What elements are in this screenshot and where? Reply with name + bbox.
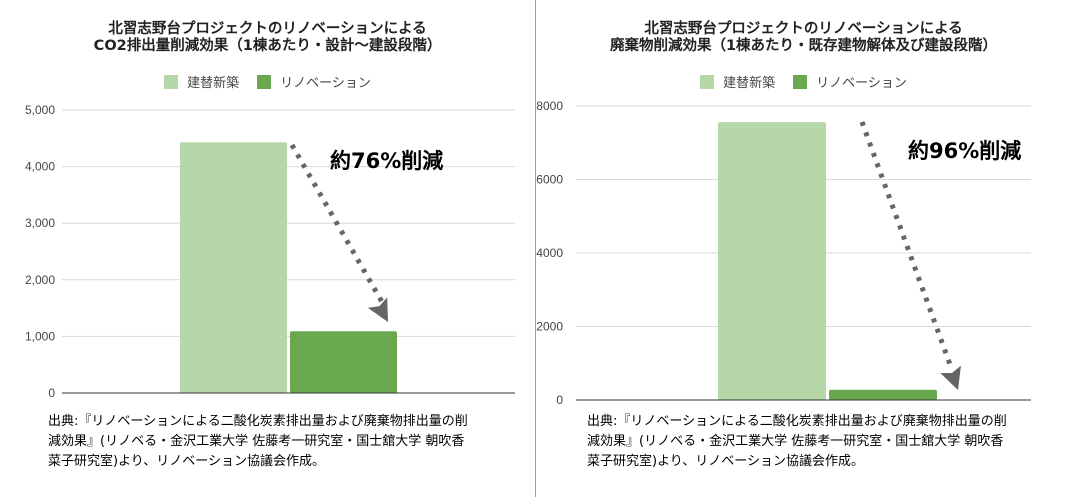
legend-label: リノベーション (280, 76, 371, 91)
plot-area: 0 2000 4000 6000 8000 約96%削減 (536, 99, 1031, 407)
plot-area: 0 1,000 2,000 3,000 4,000 5,000 約76%削減 (25, 103, 515, 400)
dotted-arrow-line (289, 143, 385, 304)
bar-renovation (829, 389, 937, 400)
legend-item-new-build: 建替新築 (700, 72, 775, 91)
divider (535, 0, 536, 497)
y-tick-label: 8000 (536, 99, 563, 113)
y-tick-label: 1,000 (25, 329, 55, 343)
legend-swatch (700, 74, 715, 89)
legend-swatch (164, 74, 179, 89)
source-note: 出典:『リノベーションによる二酸化炭素排出量および廃棄物排出量の削 減効果』(リ… (48, 412, 468, 472)
legend-swatch (793, 74, 808, 89)
title-line: 北習志野台プロジェクトのリノベーションによる (644, 21, 963, 37)
source-line: 菜子研究室)より、リノベーション協議会作成。 (48, 454, 326, 469)
reduction-annotation: 約76%削減 (330, 149, 443, 173)
y-tick-label: 0 (556, 393, 563, 407)
y-tick-label: 2000 (536, 320, 563, 334)
y-tick-label: 2,000 (25, 273, 55, 287)
chart-title: 北習志野台プロジェクトのリノベーションによる CO2排出量削減効果（1棟あたり・… (0, 21, 535, 55)
source-line: 出典:『リノベーションによる二酸化炭素排出量および廃棄物排出量の削 (587, 414, 1007, 429)
legend-label: 建替新築 (187, 76, 240, 91)
bar-new-build (718, 122, 826, 401)
legend: 建替新築 リノベーション (0, 72, 535, 91)
arrowhead-icon (367, 297, 388, 322)
source-line: 減効果』(リノベる・金沢工業大学 佐藤考一研究室・国士舘大学 朝吹香 (587, 434, 1004, 449)
title-line: 廃棄物削減効果（1棟あたり・既存建物解体及び建設段階） (609, 38, 998, 54)
legend-item-renovation: リノベーション (793, 72, 907, 91)
chart-title: 北習志野台プロジェクトのリノベーションによる 廃棄物削減効果（1棟あたり・既存建… (536, 21, 1071, 55)
arrowhead-icon (940, 365, 961, 390)
y-tick-label: 5,000 (25, 103, 55, 117)
legend: 建替新築 リノベーション (536, 72, 1071, 91)
source-note: 出典:『リノベーションによる二酸化炭素排出量および廃棄物排出量の削 減効果』(リ… (587, 412, 1007, 472)
bar-new-build (180, 142, 287, 393)
legend-label: 建替新築 (723, 76, 776, 91)
source-line: 菜子研究室)より、リノベーション協議会作成。 (587, 454, 865, 469)
source-line: 減効果』(リノベる・金沢工業大学 佐藤考一研究室・国士舘大学 朝吹香 (48, 434, 465, 449)
title-line: 北習志野台プロジェクトのリノベーションによる (108, 21, 427, 37)
legend-item-renovation: リノベーション (257, 72, 371, 91)
bar-renovation (290, 331, 397, 393)
y-tick-label: 0 (48, 386, 55, 400)
y-tick-label: 4000 (536, 246, 563, 260)
legend-swatch (257, 74, 272, 89)
title-line: CO2排出量削減効果（1棟あたり・設計～建設段階） (93, 38, 442, 54)
reduction-annotation: 約96%削減 (908, 139, 1021, 163)
legend-label: リノベーション (816, 76, 907, 91)
y-tick-label: 4,000 (25, 160, 55, 174)
co2-chart-panel: 北習志野台プロジェクトのリノベーションによる CO2排出量削減効果（1棟あたり・… (0, 0, 535, 497)
waste-chart-panel: 北習志野台プロジェクトのリノベーションによる 廃棄物削減効果（1棟あたり・既存建… (536, 0, 1071, 497)
y-tick-label: 6000 (536, 173, 563, 187)
y-tick-label: 3,000 (25, 216, 55, 230)
source-line: 出典:『リノベーションによる二酸化炭素排出量および廃棄物排出量の削 (48, 414, 468, 429)
legend-item-new-build: 建替新築 (164, 72, 239, 91)
